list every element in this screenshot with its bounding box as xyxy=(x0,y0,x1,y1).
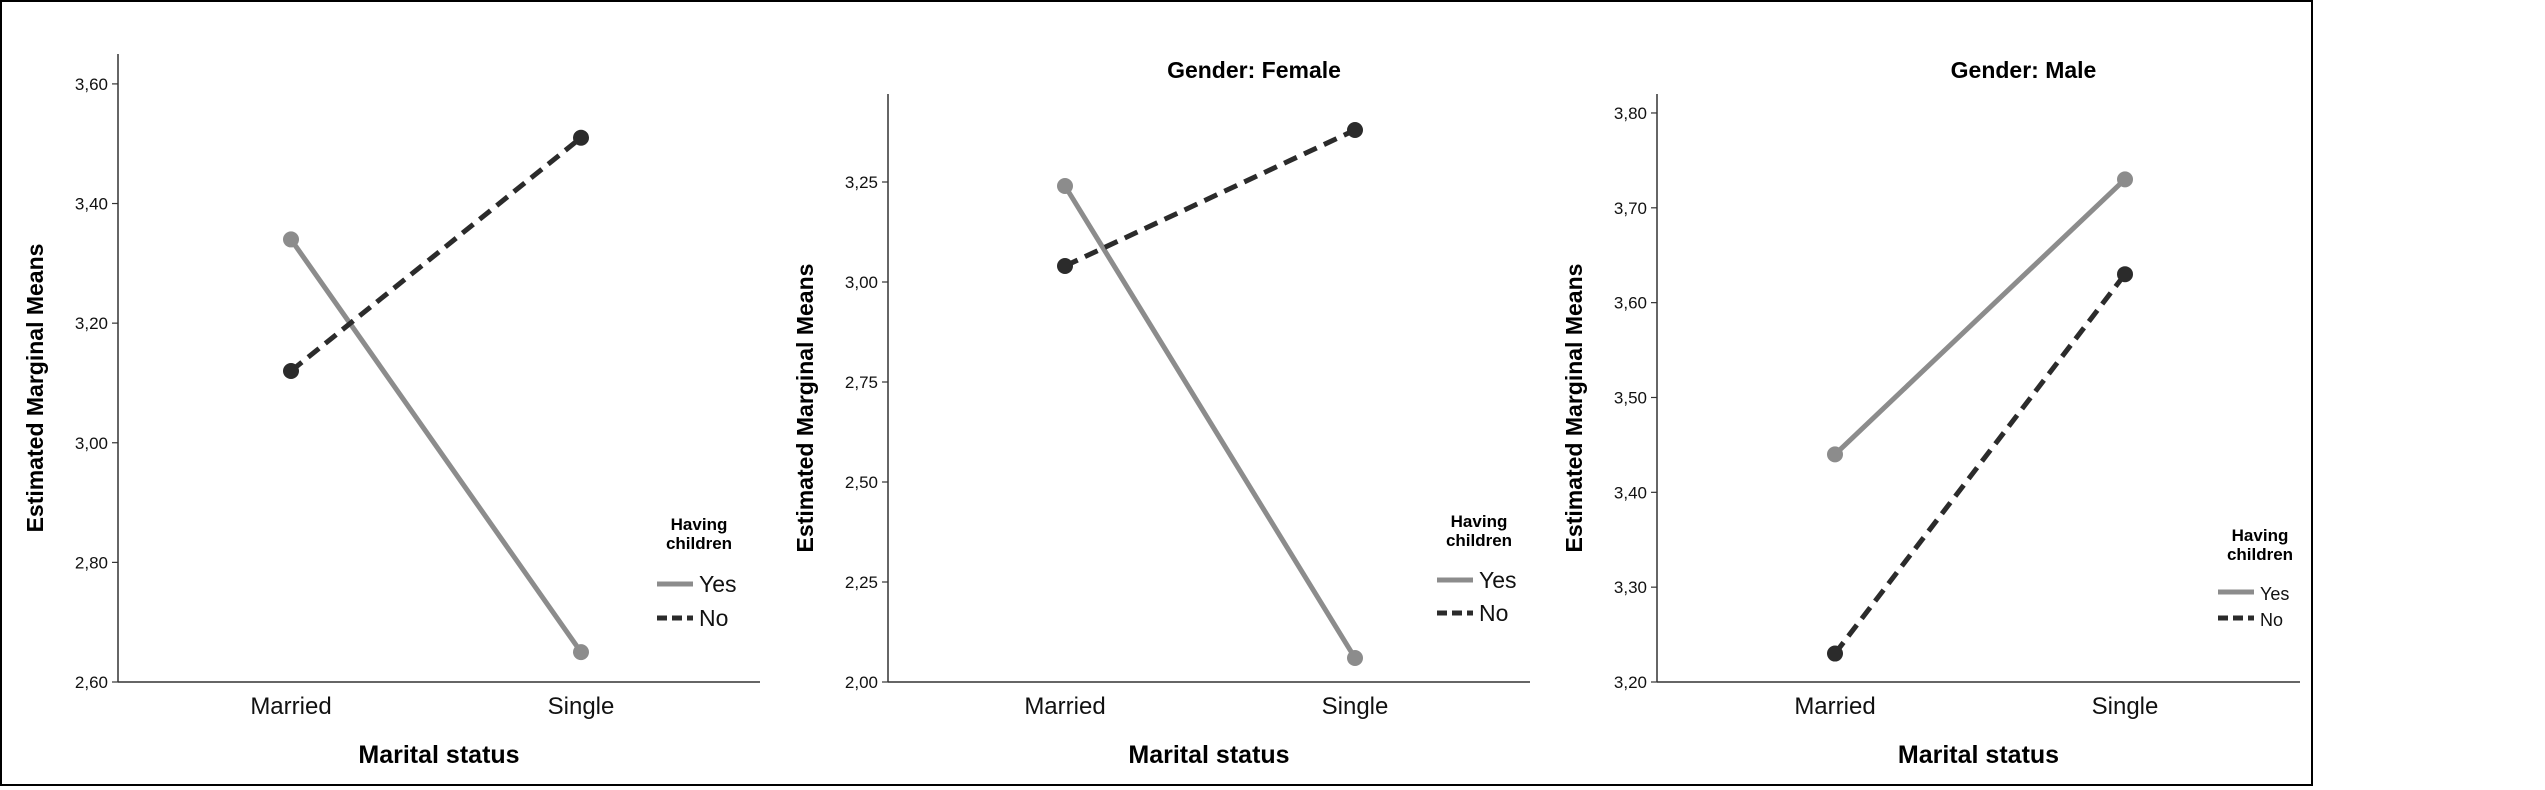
legend-title: children xyxy=(666,534,732,553)
data-point-yes xyxy=(573,644,589,661)
figure-frame xyxy=(0,0,2313,786)
data-point-no xyxy=(1827,645,1843,662)
y-tick-label: 3,40 xyxy=(75,195,108,214)
y-tick-label: 3,60 xyxy=(1614,294,1647,313)
chart-title: Gender: Male xyxy=(1951,57,2097,83)
data-point-yes xyxy=(2117,171,2133,188)
y-tick-label: 3,20 xyxy=(1614,673,1647,692)
y-tick-label: 2,60 xyxy=(75,673,108,692)
y-tick-label: 3,60 xyxy=(75,75,108,94)
x-tick-label: Single xyxy=(548,693,615,720)
legend-title: children xyxy=(2227,545,2293,564)
data-point-no xyxy=(283,362,299,379)
legend-title: Having xyxy=(1451,512,1508,531)
y-tick-label: 3,30 xyxy=(1614,578,1647,597)
x-axis-title: Marital status xyxy=(358,741,519,769)
legend-title: children xyxy=(1446,531,1512,550)
series-line-no xyxy=(289,135,583,373)
chart-title: Gender: Female xyxy=(1167,57,1341,83)
series-line-no xyxy=(1833,272,2127,656)
x-tick-label: Married xyxy=(1794,693,1875,720)
x-tick-label: Single xyxy=(2092,693,2159,720)
x-axis-title: Marital status xyxy=(1128,741,1289,769)
series-line-yes xyxy=(1062,184,1358,660)
legend-title: Having xyxy=(671,515,728,534)
legend-title: Having xyxy=(2232,526,2289,545)
legend-label: Yes xyxy=(1479,567,1517,593)
y-tick-label: 3,80 xyxy=(1614,104,1647,123)
data-point-no xyxy=(1057,258,1073,274)
data-point-no xyxy=(573,129,589,146)
legend-label: Yes xyxy=(699,571,737,597)
y-tick-label: 2,80 xyxy=(75,553,108,572)
y-tick-label: 3,50 xyxy=(1614,388,1647,407)
data-point-yes xyxy=(1347,650,1363,666)
y-tick-label: 2,50 xyxy=(845,473,878,492)
y-tick-label: 3,00 xyxy=(75,434,108,453)
y-tick-label: 2,75 xyxy=(845,373,878,392)
y-tick-label: 3,20 xyxy=(75,314,108,333)
series-line-yes xyxy=(1833,177,2127,457)
x-axis-title: Marital status xyxy=(1898,741,2059,769)
y-axis-title: Estimated Marginal Means xyxy=(792,264,818,553)
y-tick-label: 3,40 xyxy=(1614,483,1647,502)
y-axis-title: Estimated Marginal Means xyxy=(1561,264,1587,553)
y-tick-label: 3,25 xyxy=(845,173,878,192)
legend-label: No xyxy=(2260,610,2283,630)
series-line-yes xyxy=(288,237,584,654)
series-line-no xyxy=(1063,127,1357,269)
chart-panel-1: 2,60 2,80 3,00 3,20 3,40 3,60 Married Single Mar… xyxy=(22,54,760,769)
data-point-no xyxy=(1347,122,1363,138)
y-axis-title: Estimated Marginal Means xyxy=(22,244,48,533)
y-tick-label: 2,00 xyxy=(845,673,878,692)
chart-panel-3: 3,20 3,30 3,40 3,50 3,60 3,70 3,80 Married Singl… xyxy=(1561,57,2300,769)
y-tick-label: 3,70 xyxy=(1614,199,1647,218)
data-point-yes xyxy=(283,231,299,248)
legend-label: No xyxy=(699,605,728,631)
chart-panel-2: 2,00 2,25 2,50 2,75 3,00 3,25 Married Single Mar… xyxy=(792,57,1530,769)
y-tick-label: 2,25 xyxy=(845,573,878,592)
x-tick-label: Married xyxy=(1024,693,1105,720)
data-point-no xyxy=(2117,266,2133,283)
y-tick-label: 3,00 xyxy=(845,273,878,292)
x-tick-label: Single xyxy=(1322,693,1389,720)
data-point-yes xyxy=(1827,446,1843,463)
legend-label: No xyxy=(1479,600,1508,626)
legend-label: Yes xyxy=(2260,584,2289,604)
x-tick-label: Married xyxy=(250,693,331,720)
data-point-yes xyxy=(1057,178,1073,194)
